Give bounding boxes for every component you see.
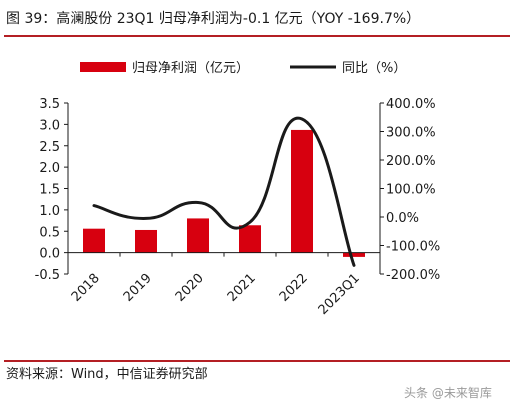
y-left-tick-label: 3.5 xyxy=(39,97,60,112)
x-tick-label: 2022 xyxy=(277,271,311,305)
bar-2019 xyxy=(135,229,157,253)
y-right-tick-label: 100.0% xyxy=(386,183,436,198)
y-right-tick-label: 400.0% xyxy=(386,97,436,112)
y-left-tick-label: 1.0 xyxy=(39,204,60,219)
y-left-tick-label: 0.5 xyxy=(39,225,60,240)
legend-swatch-bar xyxy=(80,62,126,72)
bar-2022 xyxy=(291,129,313,253)
bar-2020 xyxy=(187,218,209,253)
y-right-tick-label: 0.0% xyxy=(386,211,419,226)
chart: -0.5 0.0 0.5 1.0 1.5 2.0 2.5 3.0 3.5 -200.0% -100.… xyxy=(35,61,441,318)
y-right-tick-label: -200.0% xyxy=(386,268,440,283)
y-left-tick-label: 0.0 xyxy=(39,247,60,262)
y-right-tick-label: 300.0% xyxy=(386,126,436,141)
bar-2018 xyxy=(83,228,105,253)
line-series-yoy xyxy=(92,116,356,267)
y-left-tick-label: 1.5 xyxy=(39,183,60,198)
y-left-tick-label: 3.0 xyxy=(39,118,60,133)
source-note: 资料来源：Wind，中信证券研究部 xyxy=(6,367,208,382)
x-tick-label: 2019 xyxy=(121,271,155,305)
source-divider xyxy=(4,360,510,362)
y-left-tick-label: 2.5 xyxy=(39,140,60,155)
legend-label-line: 同比（%） xyxy=(342,61,406,76)
y-right-tick-label: 200.0% xyxy=(386,154,436,169)
x-tick-label: 2021 xyxy=(225,271,259,305)
x-tick-label: 2020 xyxy=(173,271,207,305)
bar-2021 xyxy=(239,225,261,253)
legend-label-bar: 归母净利润（亿元） xyxy=(132,61,249,76)
y-right-tick-label: -100.0% xyxy=(386,240,440,255)
y-left-tick-label: -0.5 xyxy=(35,268,60,283)
bar-2023Q1 xyxy=(343,252,365,257)
x-tick-label: 2023Q1 xyxy=(316,271,363,318)
y-left-tick-label: 2.0 xyxy=(39,161,60,176)
figure-title: 图 39：高澜股份 23Q1 归母净利润为-0.1 亿元（YOY -169.7%… xyxy=(6,11,421,27)
x-tick-label: 2018 xyxy=(69,271,103,305)
title-divider xyxy=(4,35,510,37)
watermark: 头条 @未来智库 xyxy=(404,386,492,400)
